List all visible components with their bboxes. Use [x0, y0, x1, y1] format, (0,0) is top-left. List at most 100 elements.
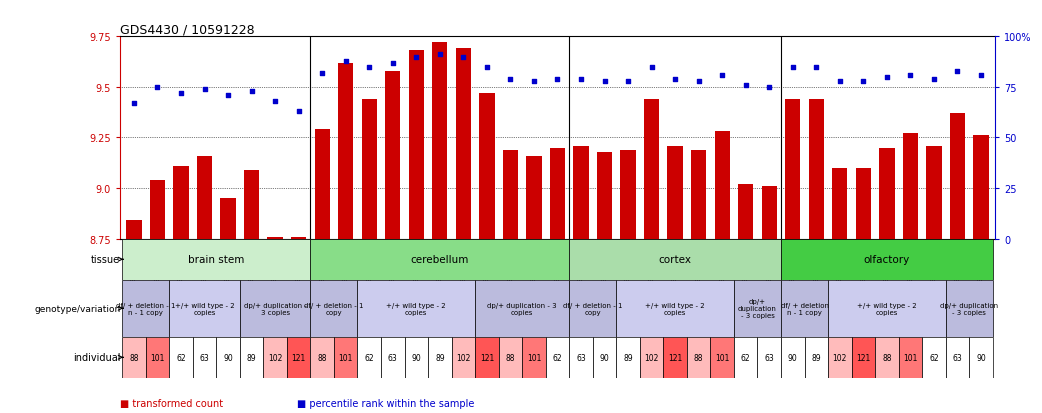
Point	[314, 70, 330, 77]
Bar	[691, 150, 706, 239]
Point	[620, 78, 637, 85]
Text: 62: 62	[176, 353, 185, 362]
Point	[267, 98, 283, 105]
Bar	[122, 239, 311, 280]
Text: 63: 63	[576, 353, 586, 362]
Text: ■ transformed count: ■ transformed count	[120, 398, 223, 408]
Bar	[855, 169, 871, 239]
Text: 90: 90	[599, 353, 610, 362]
Text: 63: 63	[200, 353, 209, 362]
Text: brain stem: brain stem	[189, 254, 245, 265]
Text: dp/+ duplication
- 3 copies: dp/+ duplication - 3 copies	[940, 302, 998, 315]
Bar	[193, 337, 217, 378]
Bar	[926, 146, 942, 239]
Bar	[569, 337, 593, 378]
Bar	[550, 148, 565, 239]
Point	[949, 68, 966, 75]
Text: 101: 101	[150, 353, 165, 362]
Point	[455, 54, 472, 61]
Text: 63: 63	[388, 353, 398, 362]
Text: 88: 88	[883, 353, 892, 362]
Bar	[782, 239, 993, 280]
Bar	[268, 237, 282, 239]
Bar	[169, 337, 193, 378]
Bar	[362, 100, 377, 239]
Bar	[664, 337, 687, 378]
Bar	[122, 337, 146, 378]
Text: 89: 89	[247, 353, 256, 362]
Bar	[244, 171, 259, 239]
Text: 102: 102	[833, 353, 847, 362]
Point	[761, 84, 777, 91]
Point	[431, 52, 448, 59]
Bar	[221, 199, 235, 239]
Bar	[620, 150, 636, 239]
Point	[525, 78, 542, 85]
Bar	[408, 51, 424, 239]
Text: 90: 90	[412, 353, 421, 362]
Bar	[146, 337, 169, 378]
Point	[384, 60, 401, 67]
Bar	[526, 156, 542, 239]
Text: 101: 101	[715, 353, 729, 362]
Text: 88: 88	[318, 353, 327, 362]
Text: df/ + deletion - 1
copy: df/ + deletion - 1 copy	[563, 302, 622, 315]
Text: 121: 121	[668, 353, 683, 362]
Text: +/+ wild type - 2
copies: +/+ wild type - 2 copies	[645, 302, 705, 315]
Point	[573, 76, 590, 83]
Bar	[734, 337, 758, 378]
Bar	[902, 134, 918, 239]
Text: 102: 102	[268, 353, 282, 362]
Text: 88: 88	[694, 353, 703, 362]
Bar	[126, 221, 142, 239]
Bar	[240, 280, 311, 337]
Text: +/+ wild type - 2
copies: +/+ wild type - 2 copies	[858, 302, 917, 315]
Point	[832, 78, 848, 85]
Text: +/+ wild type - 2
copies: +/+ wild type - 2 copies	[175, 302, 234, 315]
Text: 62: 62	[929, 353, 939, 362]
Point	[126, 100, 143, 107]
Bar	[311, 239, 569, 280]
Bar	[804, 337, 828, 378]
Text: dp/+ duplication -
3 copies: dp/+ duplication - 3 copies	[244, 302, 306, 315]
Text: 62: 62	[365, 353, 374, 362]
Text: GDS4430 / 10591228: GDS4430 / 10591228	[120, 23, 254, 36]
Bar	[479, 94, 495, 239]
Point	[502, 76, 519, 83]
Bar	[573, 146, 589, 239]
Text: 89: 89	[435, 353, 445, 362]
Text: 88: 88	[129, 353, 139, 362]
Bar	[122, 280, 169, 337]
Text: 89: 89	[812, 353, 821, 362]
Text: genotype/variation: genotype/variation	[34, 304, 120, 313]
Bar	[475, 337, 499, 378]
Point	[291, 109, 307, 115]
Bar	[762, 187, 777, 239]
Text: dp/+ duplication - 3
copies: dp/+ duplication - 3 copies	[488, 302, 557, 315]
Point	[738, 82, 754, 89]
Bar	[569, 280, 616, 337]
Bar	[782, 337, 804, 378]
Bar	[711, 337, 734, 378]
Bar	[593, 337, 616, 378]
Text: 121: 121	[292, 353, 305, 362]
Text: 90: 90	[976, 353, 986, 362]
Text: 101: 101	[339, 353, 353, 362]
Bar	[785, 100, 800, 239]
Point	[478, 64, 495, 71]
Bar	[809, 100, 824, 239]
Text: 101: 101	[527, 353, 541, 362]
Point	[785, 64, 801, 71]
Bar	[973, 136, 989, 239]
Bar	[311, 337, 333, 378]
Bar	[851, 337, 875, 378]
Point	[643, 64, 660, 71]
Text: 62: 62	[552, 353, 563, 362]
Bar	[950, 114, 965, 239]
Bar	[287, 337, 311, 378]
Point	[361, 64, 377, 71]
Bar	[432, 43, 447, 239]
Bar	[150, 180, 165, 239]
Bar	[404, 337, 428, 378]
Text: ■ percentile rank within the sample: ■ percentile rank within the sample	[297, 398, 474, 408]
